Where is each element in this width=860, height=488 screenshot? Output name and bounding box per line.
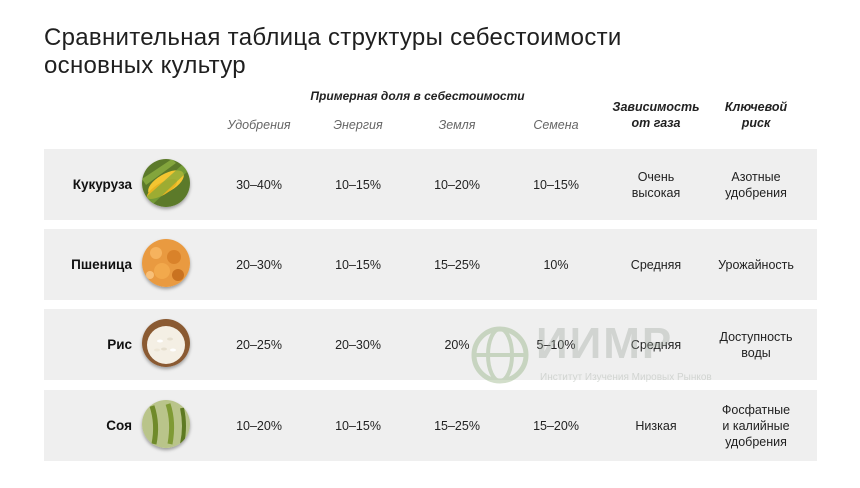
wheat-image [142,239,190,287]
cell-energy: 20–30% [335,337,381,352]
gas-dependency-line: Средняя [630,257,682,272]
key-risk-line: удобрения [725,434,787,449]
column-header-seeds: Семена [533,118,579,132]
key-risk-line: Урожайность [718,257,794,272]
table-row-soy: Соя 10–20% 10–15% 15–25% 15–20% Низкая Ф… [44,390,817,461]
key-risk-line: Фосфатные [721,402,791,417]
gas-dependency-line: высокая [631,185,681,200]
cell-fertilizers: 20–30% [236,257,282,272]
column-header-fertilizers: Удобрения [227,118,291,132]
cell-land: 20% [444,337,470,352]
cell-fertilizers: 10–20% [236,418,282,433]
cell-gas-dependency: Очень высокая [600,149,712,220]
cell-seeds: 5–10% [536,337,576,352]
cell-fertilizers: 30–40% [236,177,282,192]
key-risk-line: Доступность [719,329,793,344]
title-line-1: Сравнительная таблица структуры себестои… [44,24,622,51]
cell-energy: 10–15% [335,177,381,192]
gas-dependency-header-line-2: от газа [631,116,681,130]
column-header-gas-dependency: Зависимость от газа [600,99,712,131]
rice-image [142,319,190,367]
cell-key-risk: Урожайность [700,229,812,300]
table-row-rice: Рис 20–25% 20–30% 20% 5–10% Средняя Дост… [44,309,817,380]
crop-name: Рис [107,337,132,352]
cell-key-risk: Доступность воды [700,309,812,380]
key-risk-line: Азотные [731,169,781,184]
cell-seeds: 15–20% [533,418,579,433]
page-title: Сравнительная таблица структуры себестои… [44,24,744,80]
cell-energy: 10–15% [335,257,381,272]
key-risk-header-line-2: риск [741,116,771,130]
key-risk-header-line-1: Ключевой [724,100,788,114]
column-header-land: Земля [438,118,476,132]
key-risk-line: воды [741,345,771,360]
cell-gas-dependency: Средняя [600,229,712,300]
cell-land: 10–20% [434,177,480,192]
title-line-2: основных культур [44,52,246,79]
key-risk-line: и калийные [722,418,790,433]
gas-dependency-header-line-1: Зависимость [612,100,700,114]
column-header-key-risk: Ключевой риск [700,99,812,131]
table-row-corn: Кукуруза 30–40% 10–15% 10–20% 10–15% Оче… [44,149,817,220]
cost-share-group-header: Примерная доля в себестоимости [310,89,525,103]
cell-gas-dependency: Средняя [600,309,712,380]
cell-land: 15–25% [434,257,480,272]
column-header-energy: Энергия [333,118,383,132]
cell-land: 15–25% [434,418,480,433]
crop-name: Кукуруза [72,177,132,192]
gas-dependency-line: Средняя [630,337,682,352]
gas-dependency-line: Низкая [635,418,677,433]
cell-seeds: 10–15% [533,177,579,192]
cell-fertilizers: 20–25% [236,337,282,352]
cell-key-risk: Фосфатные и калийные удобрения [700,390,812,461]
cell-gas-dependency: Низкая [600,390,712,461]
table-row-wheat: Пшеница 20–30% 10–15% 15–25% 10% Средняя… [44,229,817,300]
cell-energy: 10–15% [335,418,381,433]
cell-key-risk: Азотные удобрения [700,149,812,220]
crop-name: Соя [106,418,132,433]
key-risk-line: удобрения [725,185,787,200]
corn-image [142,159,190,207]
gas-dependency-line: Очень [637,169,675,184]
cell-seeds: 10% [543,257,569,272]
soy-image [142,400,190,448]
crop-name: Пшеница [71,257,132,272]
